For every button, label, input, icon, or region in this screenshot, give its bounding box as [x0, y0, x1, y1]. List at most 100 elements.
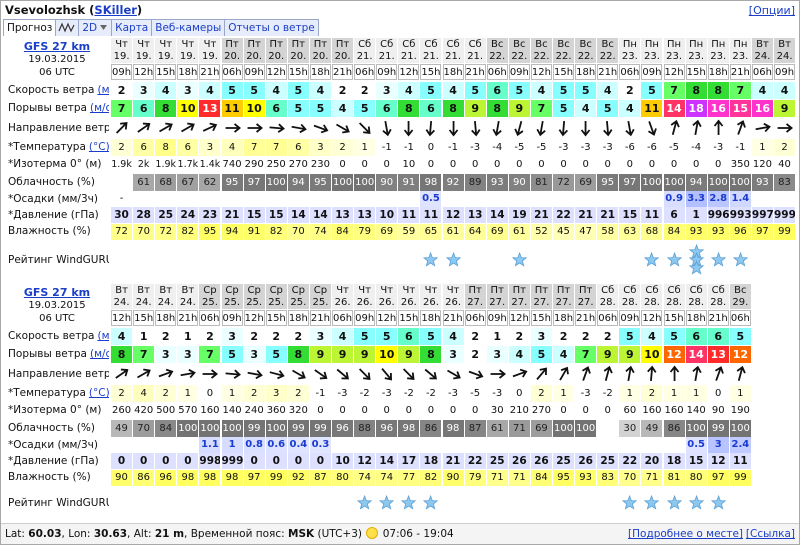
tab[interactable]: Карта [111, 19, 153, 36]
precipitation: 0.3 [309, 437, 331, 453]
day-date: 23. [710, 51, 727, 62]
day-date: 23. [666, 51, 682, 62]
pressure: 14 [287, 207, 309, 223]
wind-arrow [625, 120, 635, 137]
pressure: 15 [685, 453, 707, 469]
humidity: 98 [177, 470, 199, 486]
cloud-cover: 99 [287, 420, 309, 437]
row-label-text: *Температура [8, 387, 86, 399]
wind-speed: 3 [309, 328, 331, 345]
details-link[interactable]: [Подробнее о месте] [628, 528, 743, 540]
cloud-cover: 91 [398, 174, 420, 191]
arrow-path [582, 366, 591, 381]
pressure: 997 [751, 207, 773, 223]
unit-link[interactable]: (м/с) [97, 84, 109, 96]
humidity: 87 [309, 470, 331, 486]
arrow-shape [247, 123, 263, 133]
wind-arrow [203, 122, 218, 132]
arrow-shape [203, 122, 218, 132]
hour-header: 09h [111, 64, 133, 80]
arrow-path [492, 120, 502, 137]
arrow-path [714, 366, 724, 381]
rating [222, 240, 243, 280]
row-label: Влажность (%) [5, 469, 109, 486]
humidity: 98 [199, 470, 221, 486]
row-label: *Осадки (мм/3ч) [5, 191, 109, 207]
day-name: Чт [358, 285, 371, 296]
isotherm: 740 [222, 159, 242, 170]
wind-speed: 2 [265, 328, 287, 345]
wind-speed: 4 [442, 82, 464, 99]
day-header: Пт 27. [486, 284, 508, 309]
isotherm: 0 [604, 405, 611, 416]
isotherm: 0 [427, 405, 435, 416]
cloud-cover: 93 [486, 174, 508, 191]
humidity: 81 [663, 470, 685, 486]
wind-gust: 13 [199, 100, 221, 117]
tab-dropdown[interactable]: 2D [78, 19, 113, 36]
day-name: Сб [468, 39, 482, 50]
options-link[interactable]: [Опции] [748, 4, 795, 17]
day-header: Чт 19. [177, 38, 199, 63]
tab[interactable]: Отчеты о ветре [224, 19, 319, 36]
row-label: Влажность (%) [5, 223, 109, 240]
wind-arrow [159, 122, 174, 133]
tab[interactable]: Прогноз [3, 19, 57, 36]
day-date: 26. [422, 297, 439, 308]
arrow-path [648, 121, 658, 136]
rating [644, 251, 660, 267]
day-name: Пн [667, 39, 682, 50]
wind-gust: 9 [332, 346, 354, 363]
humidity: 84 [332, 224, 354, 240]
day-name: Сб [645, 285, 659, 296]
cloud-cover: 99 [707, 420, 729, 437]
rating [732, 251, 749, 267]
pressure: 6 [663, 207, 685, 223]
arrow-path [203, 122, 218, 132]
rating-star [379, 494, 395, 510]
isotherm: 90 [711, 405, 725, 416]
rating-star [710, 494, 726, 510]
rating [244, 240, 265, 280]
wind-gust: 10 [641, 346, 663, 363]
humidity: 63 [619, 224, 641, 240]
tab[interactable]: Веб-камеры [151, 19, 226, 36]
wind-speed: 5 [420, 82, 442, 99]
day-header: Пт 20. [265, 38, 287, 63]
unit-link[interactable]: (м/с) [89, 102, 109, 114]
wind-arrow [580, 121, 591, 137]
row-label-text: Порывы ветра [8, 348, 87, 360]
wind-arrow [382, 120, 392, 137]
rating [575, 240, 596, 280]
hour-header: 06h [332, 310, 354, 326]
wind-arrow [291, 369, 306, 380]
temperature: 1 [553, 385, 575, 402]
temperature: -2 [597, 385, 619, 402]
rating [310, 486, 331, 520]
latitude: 60.03 [28, 528, 62, 540]
user-link[interactable]: SKiller [94, 3, 137, 17]
tab-icon[interactable] [55, 19, 80, 36]
arrow-shape [777, 123, 793, 133]
model-link[interactable]: GFS 27 km [23, 286, 91, 299]
hour-header: 18h [575, 64, 597, 80]
unit-link[interactable]: (м/с) [97, 330, 109, 342]
day-header: Пт 20. [287, 38, 309, 63]
wind-gust: 8 [398, 100, 420, 117]
unit-link[interactable]: (м/с) [89, 348, 109, 360]
day-date: 24. [113, 297, 130, 308]
cloud-cover: 71 [508, 420, 530, 437]
humidity: 47 [575, 224, 597, 240]
unit-link[interactable]: (°C) [88, 387, 109, 399]
day-date: 22. [489, 51, 506, 62]
pressure: 0 [265, 453, 287, 469]
arrow-shape [669, 365, 679, 381]
arrow-path [115, 368, 129, 379]
temperature: -5 [464, 385, 486, 402]
wind-speed: 2 [597, 328, 619, 345]
model-link[interactable]: GFS 27 km [23, 40, 91, 53]
unit-link[interactable]: (°C) [88, 141, 109, 153]
arrow-shape [224, 369, 241, 379]
pressure: 17 [398, 453, 420, 469]
share-link[interactable]: [Ссылка] [745, 528, 795, 540]
